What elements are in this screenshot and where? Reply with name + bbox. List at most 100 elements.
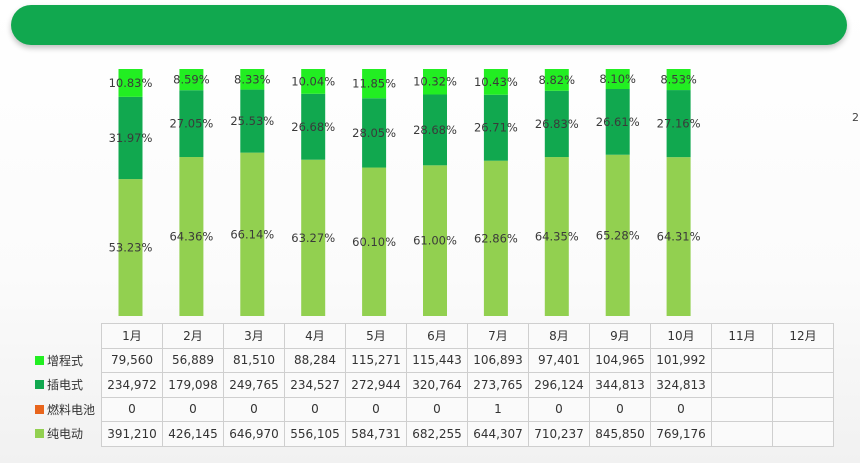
bar-segment [362,167,387,316]
table-cell [711,372,773,398]
table-cell: 845,850 [589,421,651,447]
row-label: 插电式 [33,373,102,398]
table-cell: 769,176 [650,421,712,447]
table-cell: 710,237 [528,421,590,447]
bar-segment [666,69,691,91]
table-cell: 426,145 [162,421,224,447]
bars-group [118,69,691,316]
table-cell: 644,307 [467,421,529,447]
row-label-text: 增程式 [47,353,84,368]
row-label: 增程式 [33,348,102,373]
data-label: 26.71% [474,121,518,135]
data-label: 8.33% [234,72,271,86]
table-cell [711,347,773,373]
data-label: 10.83% [109,76,153,90]
table-cell: 682,255 [406,421,468,447]
bar-segment [301,159,326,316]
bar-segment [362,98,387,168]
bar-segment [605,69,630,90]
stacked-bar-chart: 53.23% 31.97% 10.83% 64.36% 27.05% 8.59% 66.14… [109,69,701,316]
data-label: 27.05% [169,117,213,131]
data-label: 11.85% [352,77,396,91]
bar-segment [179,157,204,316]
data-label: 66.14% [230,227,274,241]
bar-segment [483,160,508,316]
bar-segment [179,90,204,158]
data-label: 8.53% [660,73,697,87]
title-banner [11,5,847,45]
edge-note: 2 [852,111,859,124]
table-cell: 584,731 [345,421,407,447]
table-cell: 81,510 [223,347,285,373]
labels-group: 53.23% 31.97% 10.83% 64.36% 27.05% 8.59% 66.14… [109,72,701,255]
table-cell: 1 [467,396,529,422]
data-label: 26.61% [596,115,640,129]
column-header: 11月 [711,323,773,349]
bar-segment [179,69,204,91]
table-cell: 0 [162,396,224,422]
row-label-text: 插电式 [47,378,84,393]
data-label: 26.68% [291,120,335,134]
table-header-row: 1月 2月 3月 4月 5月 6月 7月 8月 9月 10月 11月 12月 [33,323,834,349]
table-cell: 234,972 [101,372,163,398]
table-cell: 106,893 [467,347,529,373]
table-cell: 79,560 [101,347,163,373]
bar-segment [240,89,265,153]
column-header: 4月 [284,323,346,349]
column-header: 6月 [406,323,468,349]
table-cell: 320,764 [406,372,468,398]
table-cell: 104,965 [589,347,651,373]
bar-segment [605,89,630,155]
table-cell [772,347,834,373]
data-label: 63.27% [291,231,335,245]
column-header: 2月 [162,323,224,349]
table-cell: 556,105 [284,421,346,447]
table-cell [772,421,834,447]
table-cell: 296,124 [528,372,590,398]
bar-segment [118,96,143,180]
bar-segment [483,69,508,95]
data-label: 60.10% [352,235,396,249]
column-header: 7月 [467,323,529,349]
table-cell [772,372,834,398]
data-label: 25.53% [230,114,274,128]
data-label: 10.04% [291,74,335,88]
table-cell: 0 [223,396,285,422]
column-header: 8月 [528,323,590,349]
column-header: 1月 [101,323,163,349]
table-cell: 249,765 [223,372,285,398]
row-label: 燃料电池 [33,397,102,422]
table-row: 增程式 79,560 56,889 81,510 88,284 115,271 115,44… [33,347,834,373]
data-label: 65.28% [596,228,640,242]
data-label: 28.05% [352,126,396,140]
column-header: 3月 [223,323,285,349]
bar-segment [118,69,143,97]
bar-segment [240,69,265,90]
column-header: 12月 [772,323,834,349]
table-cell: 0 [589,396,651,422]
table-cell: 115,271 [345,347,407,373]
table-cell: 0 [406,396,468,422]
data-table: 1月 2月 3月 4月 5月 6月 7月 8月 9月 10月 11月 12月 增程式 79,560 56,… [33,323,834,447]
data-label: 10.43% [474,75,518,89]
table-row: 燃料电池 0 0 0 0 0 0 1 0 0 0 [33,396,834,422]
table-cell [772,396,834,422]
column-header: 10月 [650,323,712,349]
data-label: 64.35% [535,230,579,244]
table-cell: 56,889 [162,347,224,373]
data-label: 64.36% [169,230,213,244]
data-label: 8.10% [599,72,636,86]
legend-swatch-icon [35,355,44,365]
data-label: 10.32% [413,75,457,89]
table-cell: 88,284 [284,347,346,373]
row-label-text: 燃料电池 [47,402,96,417]
table-cell: 0 [345,396,407,422]
table-cell: 179,098 [162,372,224,398]
data-label: 64.31% [657,230,701,244]
data-label: 62.86% [474,231,518,245]
legend-swatch-icon [35,404,44,414]
data-label: 61.00% [413,234,457,248]
table-cell: 344,813 [589,372,651,398]
legend-swatch-icon [35,429,44,439]
table-cell: 272,944 [345,372,407,398]
